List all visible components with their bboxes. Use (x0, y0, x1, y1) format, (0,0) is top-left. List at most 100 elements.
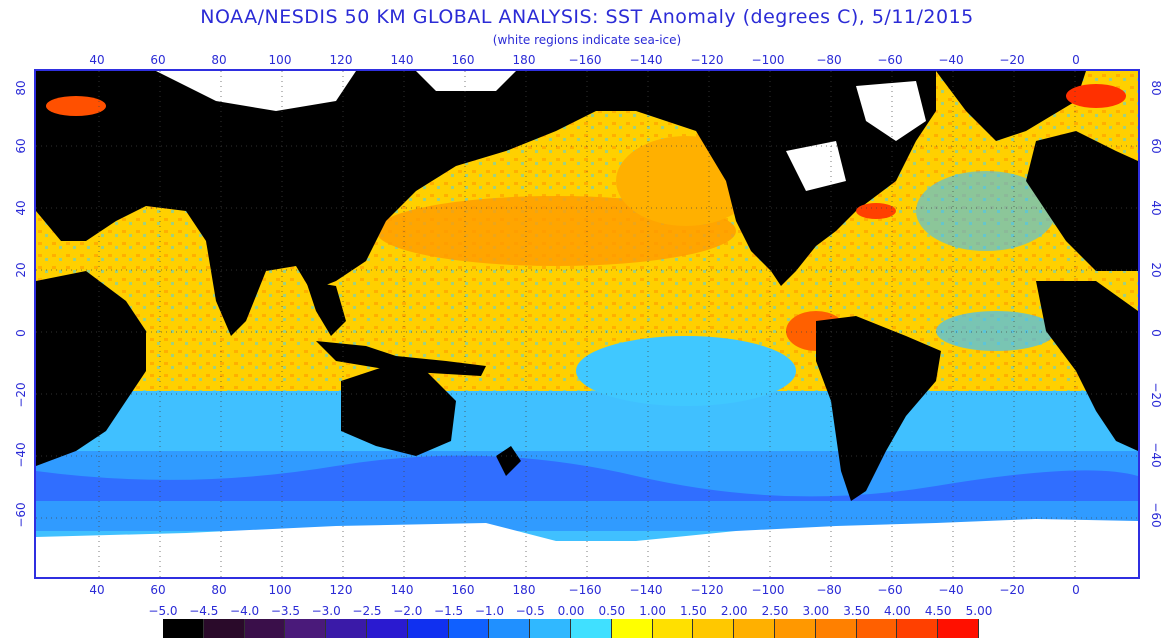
bottom-tick-label: 180 (512, 583, 536, 597)
colorbar-label: 4.50 (924, 604, 952, 618)
graticule (36, 71, 1138, 577)
top-tick-label: 120 (329, 53, 353, 67)
bottom-tick-label: 120 (329, 583, 353, 597)
left-tick-label: 20 (14, 262, 28, 278)
bottom-tick-label: −140 (629, 583, 663, 597)
map-subtitle: (white regions indicate sea-ice) (492, 33, 682, 47)
bottom-tick-label: −120 (690, 583, 724, 597)
colorbar-swatch (652, 619, 694, 638)
left-tick-label: −40 (14, 442, 28, 468)
colorbar-label: 2.00 (720, 604, 748, 618)
greenland (936, 71, 1086, 141)
colorbar-swatch (734, 619, 775, 638)
top-tick-label: −20 (999, 53, 1025, 67)
bottom-tick-label: 0 (1072, 583, 1080, 597)
europe-west (1026, 131, 1138, 271)
left-tick-label: 80 (14, 80, 28, 96)
right-tick-label: 40 (1149, 200, 1163, 216)
colorbar-swatch (163, 619, 204, 638)
colorbar-swatch (815, 619, 857, 638)
australia (341, 366, 456, 456)
colorbar-label: −2.5 (352, 604, 382, 618)
colorbar-labels: −5.0 −4.5 −4.0 −3.5 −3.0 −2.5 −2.0 −1.5 −1.0 −0.5… (0, 604, 1174, 618)
colorbar-label: 3.50 (843, 604, 870, 618)
colorbar-label: −4.0 (230, 604, 260, 618)
colorbar-swatch (938, 619, 979, 638)
top-tick-label: −120 (690, 53, 724, 67)
colorbar-swatch (366, 619, 408, 638)
colorbar-label: −2.0 (393, 604, 423, 618)
bottom-tick-label: 100 (268, 583, 292, 597)
bottom-tick-label: −160 (568, 583, 602, 597)
bottom-tick-label: 160 (451, 583, 475, 597)
top-tick-label: −80 (816, 53, 842, 67)
top-tick-label: 180 (512, 53, 536, 67)
colorbar-swatch (326, 619, 367, 638)
colorbar-swatch (856, 619, 898, 638)
colorbar-swatch (489, 619, 531, 638)
colorbar-label: −4.5 (189, 604, 219, 618)
bottom-tick-label: 80 (211, 583, 227, 597)
colorbar-label: 0.00 (557, 604, 585, 618)
north-america (596, 71, 936, 286)
arctic-ice (156, 71, 356, 111)
colorbar-swatch (693, 619, 735, 638)
left-tick-label: −60 (14, 502, 28, 528)
top-tick-label: 40 (89, 53, 105, 67)
cool-patch (576, 336, 796, 406)
right-tick-label: 20 (1149, 262, 1163, 278)
right-tick-label: 80 (1149, 80, 1163, 96)
colorbar-swatch (285, 619, 327, 638)
top-tick-label: −60 (877, 53, 903, 67)
right-tick-label: −20 (1149, 382, 1163, 408)
right-tick-label: −60 (1149, 502, 1163, 528)
sst-anomaly-map (34, 69, 1140, 579)
bottom-tick-label: 60 (150, 583, 166, 597)
colorbar-swatch (244, 619, 286, 638)
colorbar-swatch (448, 619, 490, 638)
bottom-tick-label: −60 (877, 583, 903, 597)
bottom-tick-label: 40 (89, 583, 105, 597)
left-tick-label: 60 (14, 138, 28, 154)
top-tick-label: −40 (938, 53, 964, 67)
bottom-tick-label: −20 (999, 583, 1025, 597)
colorbar-swatch (774, 619, 816, 638)
india (206, 241, 266, 336)
colorbar-swatch (611, 619, 653, 638)
map-title: NOAA/NESDIS 50 KM GLOBAL ANALYSIS: SST A… (200, 6, 974, 28)
colorbar-label: 0.50 (598, 604, 626, 618)
top-tick-label: 0 (1072, 53, 1080, 67)
colorbar-label: −1.5 (434, 604, 464, 618)
top-tick-label: 100 (268, 53, 292, 67)
south-america (816, 316, 941, 501)
bottom-tick-label: −100 (751, 583, 785, 597)
colorbar-label: −3.5 (270, 604, 300, 618)
right-tick-label: −40 (1149, 442, 1163, 468)
left-tick-label: 0 (14, 329, 28, 337)
colorbar-label: 4.00 (884, 604, 911, 618)
colorbar-swatch (407, 619, 449, 638)
top-tick-label: −100 (751, 53, 785, 67)
top-tick-label: 160 (451, 53, 475, 67)
new-zealand (496, 446, 521, 476)
colorbar (163, 619, 979, 638)
bottom-tick-label: 140 (390, 583, 414, 597)
top-tick-label: 80 (211, 53, 227, 67)
colorbar-label: 3.00 (802, 604, 830, 618)
top-tick-label: −160 (568, 53, 602, 67)
colorbar-label: 5.00 (965, 604, 993, 618)
colorbar-label: 2.50 (761, 604, 789, 618)
right-tick-label: 60 (1149, 138, 1163, 154)
left-tick-label: −20 (14, 382, 28, 408)
antarctic-ice (36, 519, 1138, 577)
top-tick-label: −140 (629, 53, 663, 67)
top-tick-label: 140 (390, 53, 414, 67)
colorbar-label: −3.0 (311, 604, 341, 618)
colorbar-label: −0.5 (515, 604, 545, 618)
colorbar-swatch (530, 619, 571, 638)
bottom-tick-label: −80 (816, 583, 842, 597)
colorbar-label: −1.0 (474, 604, 504, 618)
right-tick-label: 0 (1149, 329, 1163, 337)
colorbar-label: 1.50 (680, 604, 707, 618)
africa-east (1036, 281, 1138, 451)
